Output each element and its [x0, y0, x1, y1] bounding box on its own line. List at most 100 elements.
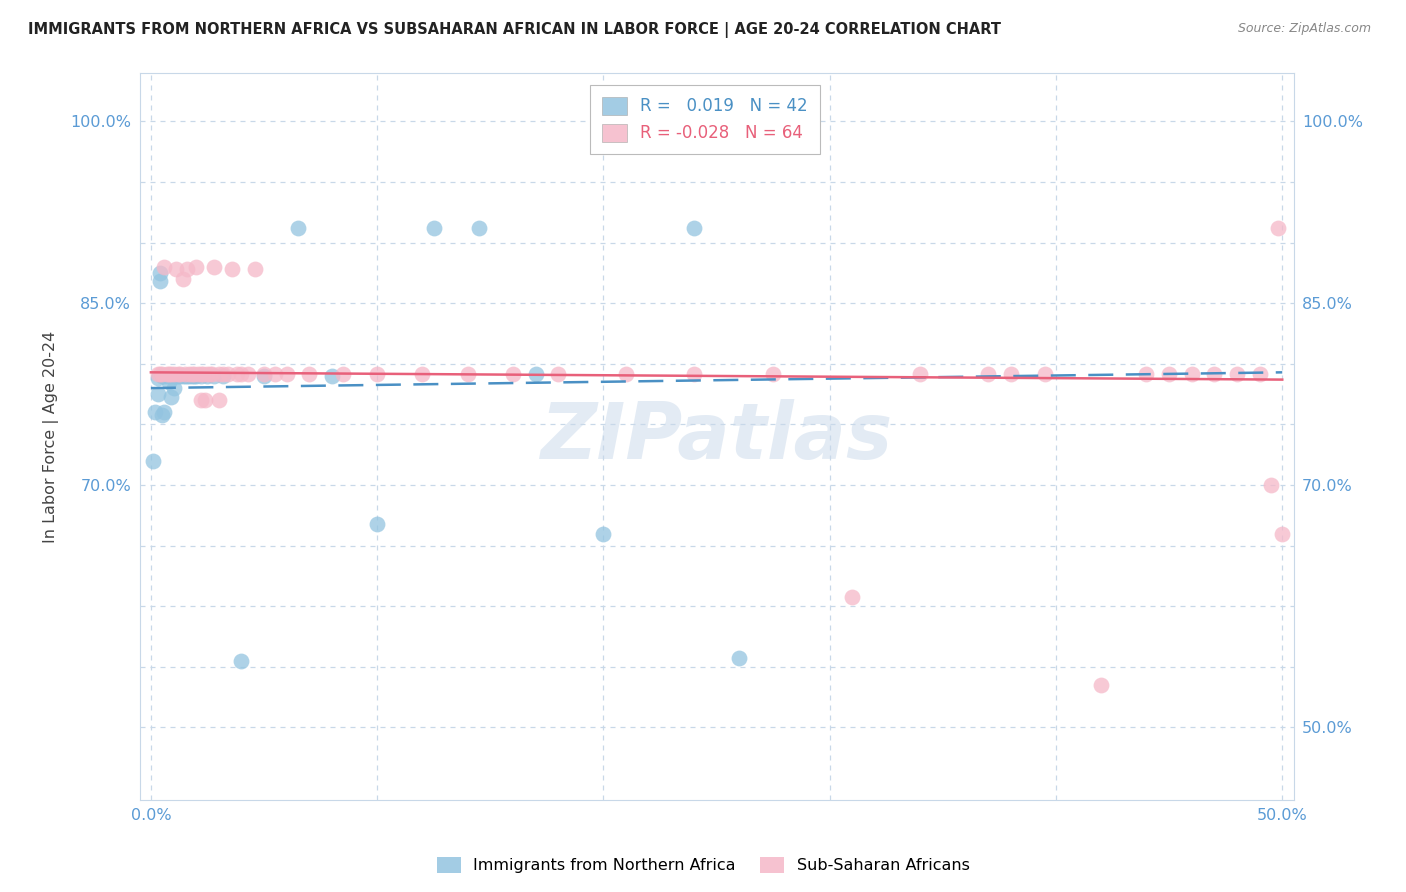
Point [198, 367, 221, 381]
Point [160, 390, 183, 404]
Legend: Immigrants from Northern Africa, Sub-Saharan Africans: Immigrants from Northern Africa, Sub-Sah… [430, 850, 976, 880]
Text: Source: ZipAtlas.com: Source: ZipAtlas.com [1237, 22, 1371, 36]
Point [411, 367, 433, 381]
Point [167, 367, 190, 381]
Point [153, 368, 176, 383]
Point [197, 368, 219, 383]
Point [202, 260, 225, 274]
Point [162, 381, 184, 395]
Point [212, 368, 235, 383]
Point [977, 367, 1000, 381]
Point [762, 367, 785, 381]
Point [321, 368, 343, 383]
Point [1271, 526, 1294, 541]
Point [231, 367, 253, 381]
Point [146, 387, 169, 401]
Point [366, 516, 388, 531]
Point [169, 368, 191, 383]
Point [225, 367, 247, 381]
Point [145, 405, 167, 419]
Point [614, 367, 637, 381]
Point [190, 393, 212, 408]
Point [1226, 367, 1249, 381]
Point [457, 367, 479, 381]
Point [184, 368, 207, 383]
Point [1204, 367, 1226, 381]
Point [162, 368, 184, 383]
Point [547, 367, 569, 381]
Point [180, 367, 202, 381]
Point [173, 368, 195, 383]
Point [728, 651, 751, 665]
Point [823, 805, 845, 820]
Point [149, 266, 172, 280]
Point [841, 590, 863, 604]
Point [162, 367, 184, 381]
Point [264, 367, 287, 381]
Point [183, 367, 205, 381]
Point [908, 367, 931, 381]
Point [149, 275, 172, 289]
Point [153, 405, 176, 419]
Point [502, 367, 524, 381]
Point [1159, 367, 1181, 381]
Point [1135, 367, 1157, 381]
Point [179, 367, 201, 381]
Legend: R =   0.019   N = 42, R = -0.028   N = 64: R = 0.019 N = 42, R = -0.028 N = 64 [591, 85, 820, 154]
Point [231, 654, 253, 668]
Point [146, 371, 169, 385]
Point [683, 367, 706, 381]
Y-axis label: In Labor Force | Age 20-24: In Labor Force | Age 20-24 [44, 330, 59, 542]
Point [243, 262, 266, 277]
Point [208, 393, 231, 408]
Point [187, 367, 209, 381]
Point [217, 367, 239, 381]
Point [176, 262, 198, 277]
Point [1260, 478, 1282, 492]
Point [157, 375, 180, 389]
Point [153, 260, 176, 274]
Point [165, 368, 187, 383]
Point [422, 221, 444, 235]
Point [212, 367, 235, 381]
Point [184, 260, 207, 274]
Point [146, 367, 169, 381]
Point [208, 367, 231, 381]
Point [150, 408, 173, 422]
Point [366, 367, 388, 381]
Point [1267, 221, 1289, 235]
Point [173, 367, 195, 381]
Point [202, 368, 225, 383]
Point [176, 368, 198, 383]
Point [156, 367, 179, 381]
Point [179, 368, 201, 383]
Point [253, 368, 276, 383]
Point [197, 367, 219, 381]
Point [1000, 367, 1022, 381]
Point [150, 367, 173, 381]
Point [287, 221, 309, 235]
Point [160, 368, 183, 383]
Point [276, 367, 298, 381]
Point [180, 368, 202, 383]
Point [298, 367, 321, 381]
Point [183, 368, 205, 383]
Point [142, 454, 165, 468]
Point [332, 367, 354, 381]
Point [165, 262, 187, 277]
Point [1181, 367, 1204, 381]
Point [524, 367, 547, 381]
Point [592, 526, 614, 541]
Point [1249, 367, 1271, 381]
Point [191, 367, 214, 381]
Point [172, 272, 194, 286]
Point [169, 367, 191, 381]
Point [683, 221, 706, 235]
Point [156, 368, 179, 383]
Point [149, 367, 172, 381]
Point [1090, 678, 1112, 692]
Point [221, 262, 243, 277]
Point [468, 221, 491, 235]
Point [150, 368, 173, 383]
Point [160, 367, 183, 381]
